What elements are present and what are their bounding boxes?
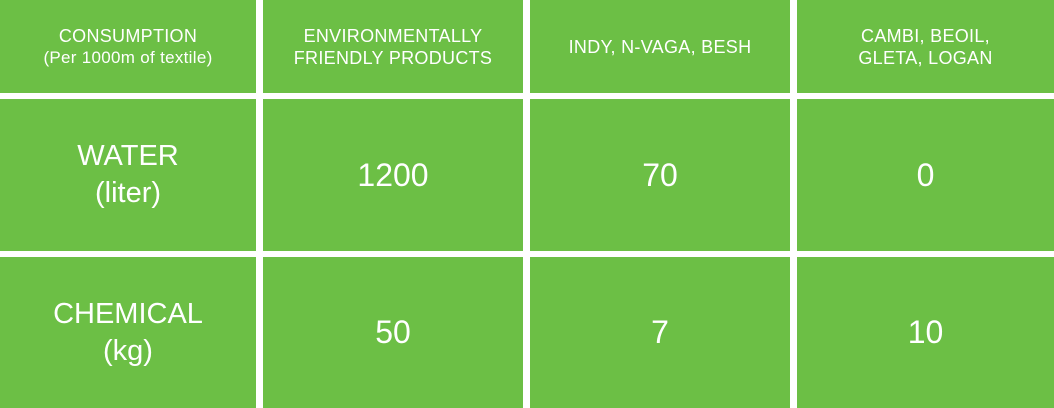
row-label-chemical: CHEMICAL (kg)	[0, 257, 256, 408]
table-cell: 7	[651, 314, 669, 350]
header-consumption-title: CONSUMPTION	[58, 25, 198, 46]
header-consumption-subtitle: (Per 1000m of textile)	[43, 47, 213, 67]
water-indy-value: 70	[530, 99, 790, 251]
header-indy-label: INDY, N-VAGA, BESH	[568, 36, 752, 57]
header-cambi-line1: CAMBI, BEOIL,	[861, 25, 990, 46]
header-indy: INDY, N-VAGA, BESH	[530, 0, 790, 93]
table-cell: 50	[375, 314, 411, 350]
header-env-line2: FRIENDLY PRODUCTS	[293, 47, 493, 68]
header-env-line1: ENVIRONMENTALLY	[303, 25, 483, 46]
header-cambi-line2: GLETA, LOGAN	[858, 47, 993, 68]
row-label-water-line1: WATER	[77, 140, 179, 172]
row-label-chemical-line1: CHEMICAL	[53, 297, 203, 330]
header-cambi: CAMBI, BEOIL, GLETA, LOGAN	[797, 0, 1054, 93]
table-cell: 0	[916, 156, 935, 193]
header-consumption: CONSUMPTION (Per 1000m of textile)	[0, 0, 256, 93]
chemical-env-value: 50	[263, 257, 523, 408]
header-environmentally-friendly: ENVIRONMENTALLY FRIENDLY PRODUCTS	[263, 0, 523, 93]
chemical-cambi-value: 10	[797, 257, 1054, 408]
water-env-value: 1200	[263, 99, 523, 251]
water-cambi-value: 0	[797, 99, 1054, 251]
table-cell: 70	[642, 156, 678, 193]
table-cell: 1200	[357, 156, 429, 193]
row-label-water-line2: (liter)	[94, 177, 162, 209]
table-cell: 10	[907, 314, 944, 350]
chemical-indy-value: 7	[530, 257, 790, 408]
row-label-water: WATER (liter)	[0, 99, 256, 251]
row-label-chemical-line2: (kg)	[103, 334, 153, 367]
